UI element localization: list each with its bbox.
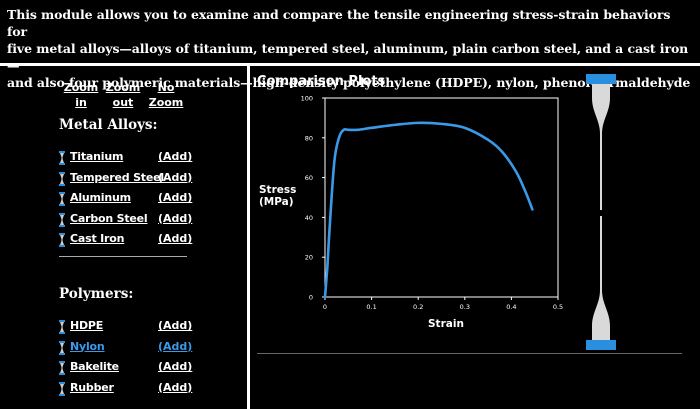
intro-line-1: This module allows you to examine and co… — [7, 7, 671, 39]
y-tick-label: 40 — [305, 214, 313, 222]
material-row-bakelite: Bakelite (Add) — [59, 359, 199, 377]
material-row-titanium: Titanium (Add) — [59, 149, 199, 167]
y-tick-label: 0 — [309, 294, 313, 302]
x-tick-label: 0 — [323, 303, 327, 311]
no-zoom-label-1: No — [157, 81, 175, 94]
polymer-name-link[interactable]: Nylon — [70, 339, 105, 353]
x-tick-label: 0.3 — [460, 303, 470, 311]
metal-alloys-heading: Metal Alloys: — [59, 117, 158, 133]
polymer-name-link[interactable]: HDPE — [70, 319, 104, 332]
y-tick-label: 100 — [301, 95, 313, 103]
intro-line-2: five metal alloys—alloys of titanium, te… — [7, 41, 689, 73]
y-tick-label: 60 — [305, 174, 313, 182]
y-tick-label: 80 — [305, 134, 313, 142]
x-tick-label: 0.4 — [506, 303, 516, 311]
polymer-add-button[interactable]: (Add) — [158, 360, 193, 373]
specimen-lower-half — [592, 216, 610, 340]
bottom-grip — [586, 340, 616, 350]
specimen-icon — [59, 151, 65, 165]
chart-bottom-rule — [257, 353, 682, 354]
specimen-icon — [59, 212, 65, 227]
specimen-icon — [59, 340, 65, 355]
x-tick-label: 0.1 — [366, 303, 376, 311]
y-axis-label-line-1: Stress — [259, 184, 297, 196]
zoom-out-label-2: out — [112, 96, 134, 109]
specimen-icon — [59, 381, 65, 396]
specimen-icon — [59, 320, 65, 334]
x-tick-label: 0.2 — [413, 303, 423, 311]
polymer-name-link[interactable]: Rubber — [70, 380, 114, 394]
y-axis-label-line-2: (MPa) — [259, 196, 294, 208]
series-line-nylon — [323, 121, 534, 299]
polymers-heading: Polymers: — [59, 286, 134, 302]
specimen-icon — [59, 233, 65, 247]
zoom-out-label-1: Zoom — [105, 81, 141, 94]
zoom-in-label-2: in — [75, 96, 87, 109]
plot-title: Comparison Plots — [257, 74, 386, 89]
no-zoom-button[interactable]: No Zoom — [146, 80, 186, 110]
metal-name-link[interactable]: Cast Iron — [70, 232, 125, 245]
zoom-out-button[interactable]: Zoom out — [104, 80, 142, 110]
tensile-specimen-icon — [586, 74, 616, 350]
specimen-icon — [59, 192, 65, 206]
material-row-rubber: Rubber (Add) — [59, 380, 199, 398]
intro-text: This module allows you to examine and co… — [0, 0, 700, 90]
metal-name-link[interactable]: Titanium — [70, 150, 124, 163]
metal-add-button[interactable]: (Add) — [158, 211, 193, 225]
material-row-carbon-steel: Carbon Steel (Add) — [59, 211, 199, 229]
plot-frame — [324, 97, 559, 298]
polymer-add-button[interactable]: (Add) — [158, 380, 193, 394]
specimen-icon — [59, 171, 65, 186]
section-divider — [59, 256, 187, 257]
x-tick-label: 0.5 — [553, 303, 563, 311]
polymer-add-button[interactable]: (Add) — [158, 339, 193, 353]
panel-divider — [247, 66, 250, 409]
material-row-nylon: Nylon (Add) — [59, 339, 199, 357]
metal-add-button[interactable]: (Add) — [158, 191, 193, 204]
metal-add-button[interactable]: (Add) — [158, 150, 193, 163]
zoom-in-label-1: Zoom — [63, 81, 99, 94]
metal-add-button[interactable]: (Add) — [158, 170, 193, 184]
top-grip — [586, 74, 616, 84]
material-row-aluminum: Aluminum (Add) — [59, 190, 199, 208]
material-row-tempered-steel: Tempered Steel (Add) — [59, 170, 199, 188]
no-zoom-label-2: Zoom — [148, 96, 184, 109]
material-row-cast-iron: Cast Iron (Add) — [59, 231, 199, 249]
polymer-name-link[interactable]: Bakelite — [70, 360, 119, 373]
metal-name-link[interactable]: Aluminum — [70, 191, 131, 204]
material-row-hdpe: HDPE (Add) — [59, 318, 199, 336]
intro-line-3: and also four polymeric materials—high-d… — [7, 75, 691, 90]
specimen-icon — [59, 361, 65, 375]
metal-name-link[interactable]: Tempered Steel — [70, 170, 164, 184]
zoom-in-button[interactable]: Zoom in — [63, 80, 99, 110]
x-axis-label: Strain — [428, 318, 464, 330]
y-axis-label: Stress (MPa) — [259, 184, 296, 208]
polymer-add-button[interactable]: (Add) — [158, 319, 193, 332]
header-divider — [0, 63, 700, 66]
y-tick-label: 20 — [305, 254, 313, 262]
metal-add-button[interactable]: (Add) — [158, 232, 193, 245]
specimen-upper-half — [592, 84, 610, 210]
metal-name-link[interactable]: Carbon Steel — [70, 211, 148, 225]
